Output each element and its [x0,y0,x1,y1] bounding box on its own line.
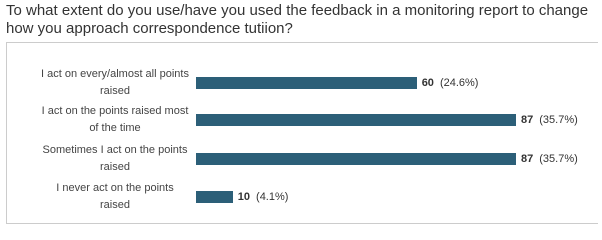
value-label: 87 [521,114,534,126]
chart-title: To what extent do you use/have you used … [6,2,589,37]
category-label: Sometimes I act on the points raised [42,144,188,173]
percent-label: (35.7%) [539,114,578,126]
bar [196,153,516,165]
category-label: I act on every/almost all points raised [41,68,189,97]
bar [196,77,417,89]
percent-label: (4.1%) [256,191,289,203]
value-label-group: 10 (4.1%) [238,191,289,203]
bar [196,114,516,126]
category-label: I act on the points raised most of the t… [41,105,189,134]
value-label-group: 87 (35.7%) [521,153,578,165]
value-label: 87 [521,153,534,165]
category-label: I never act on the points raised [56,182,174,211]
percent-label: (35.7%) [539,153,578,165]
bar [196,191,233,203]
value-label-group: 60 (24.6%) [422,77,479,89]
percent-label: (24.6%) [439,77,479,89]
value-label-group: 87 (35.7%) [521,114,578,126]
chart-frame [6,42,598,224]
value-label: 10 [237,191,251,203]
value-label: 60 [421,77,434,89]
page: {"chart_data": {"type": "bar", "orientat… [6,2,598,224]
